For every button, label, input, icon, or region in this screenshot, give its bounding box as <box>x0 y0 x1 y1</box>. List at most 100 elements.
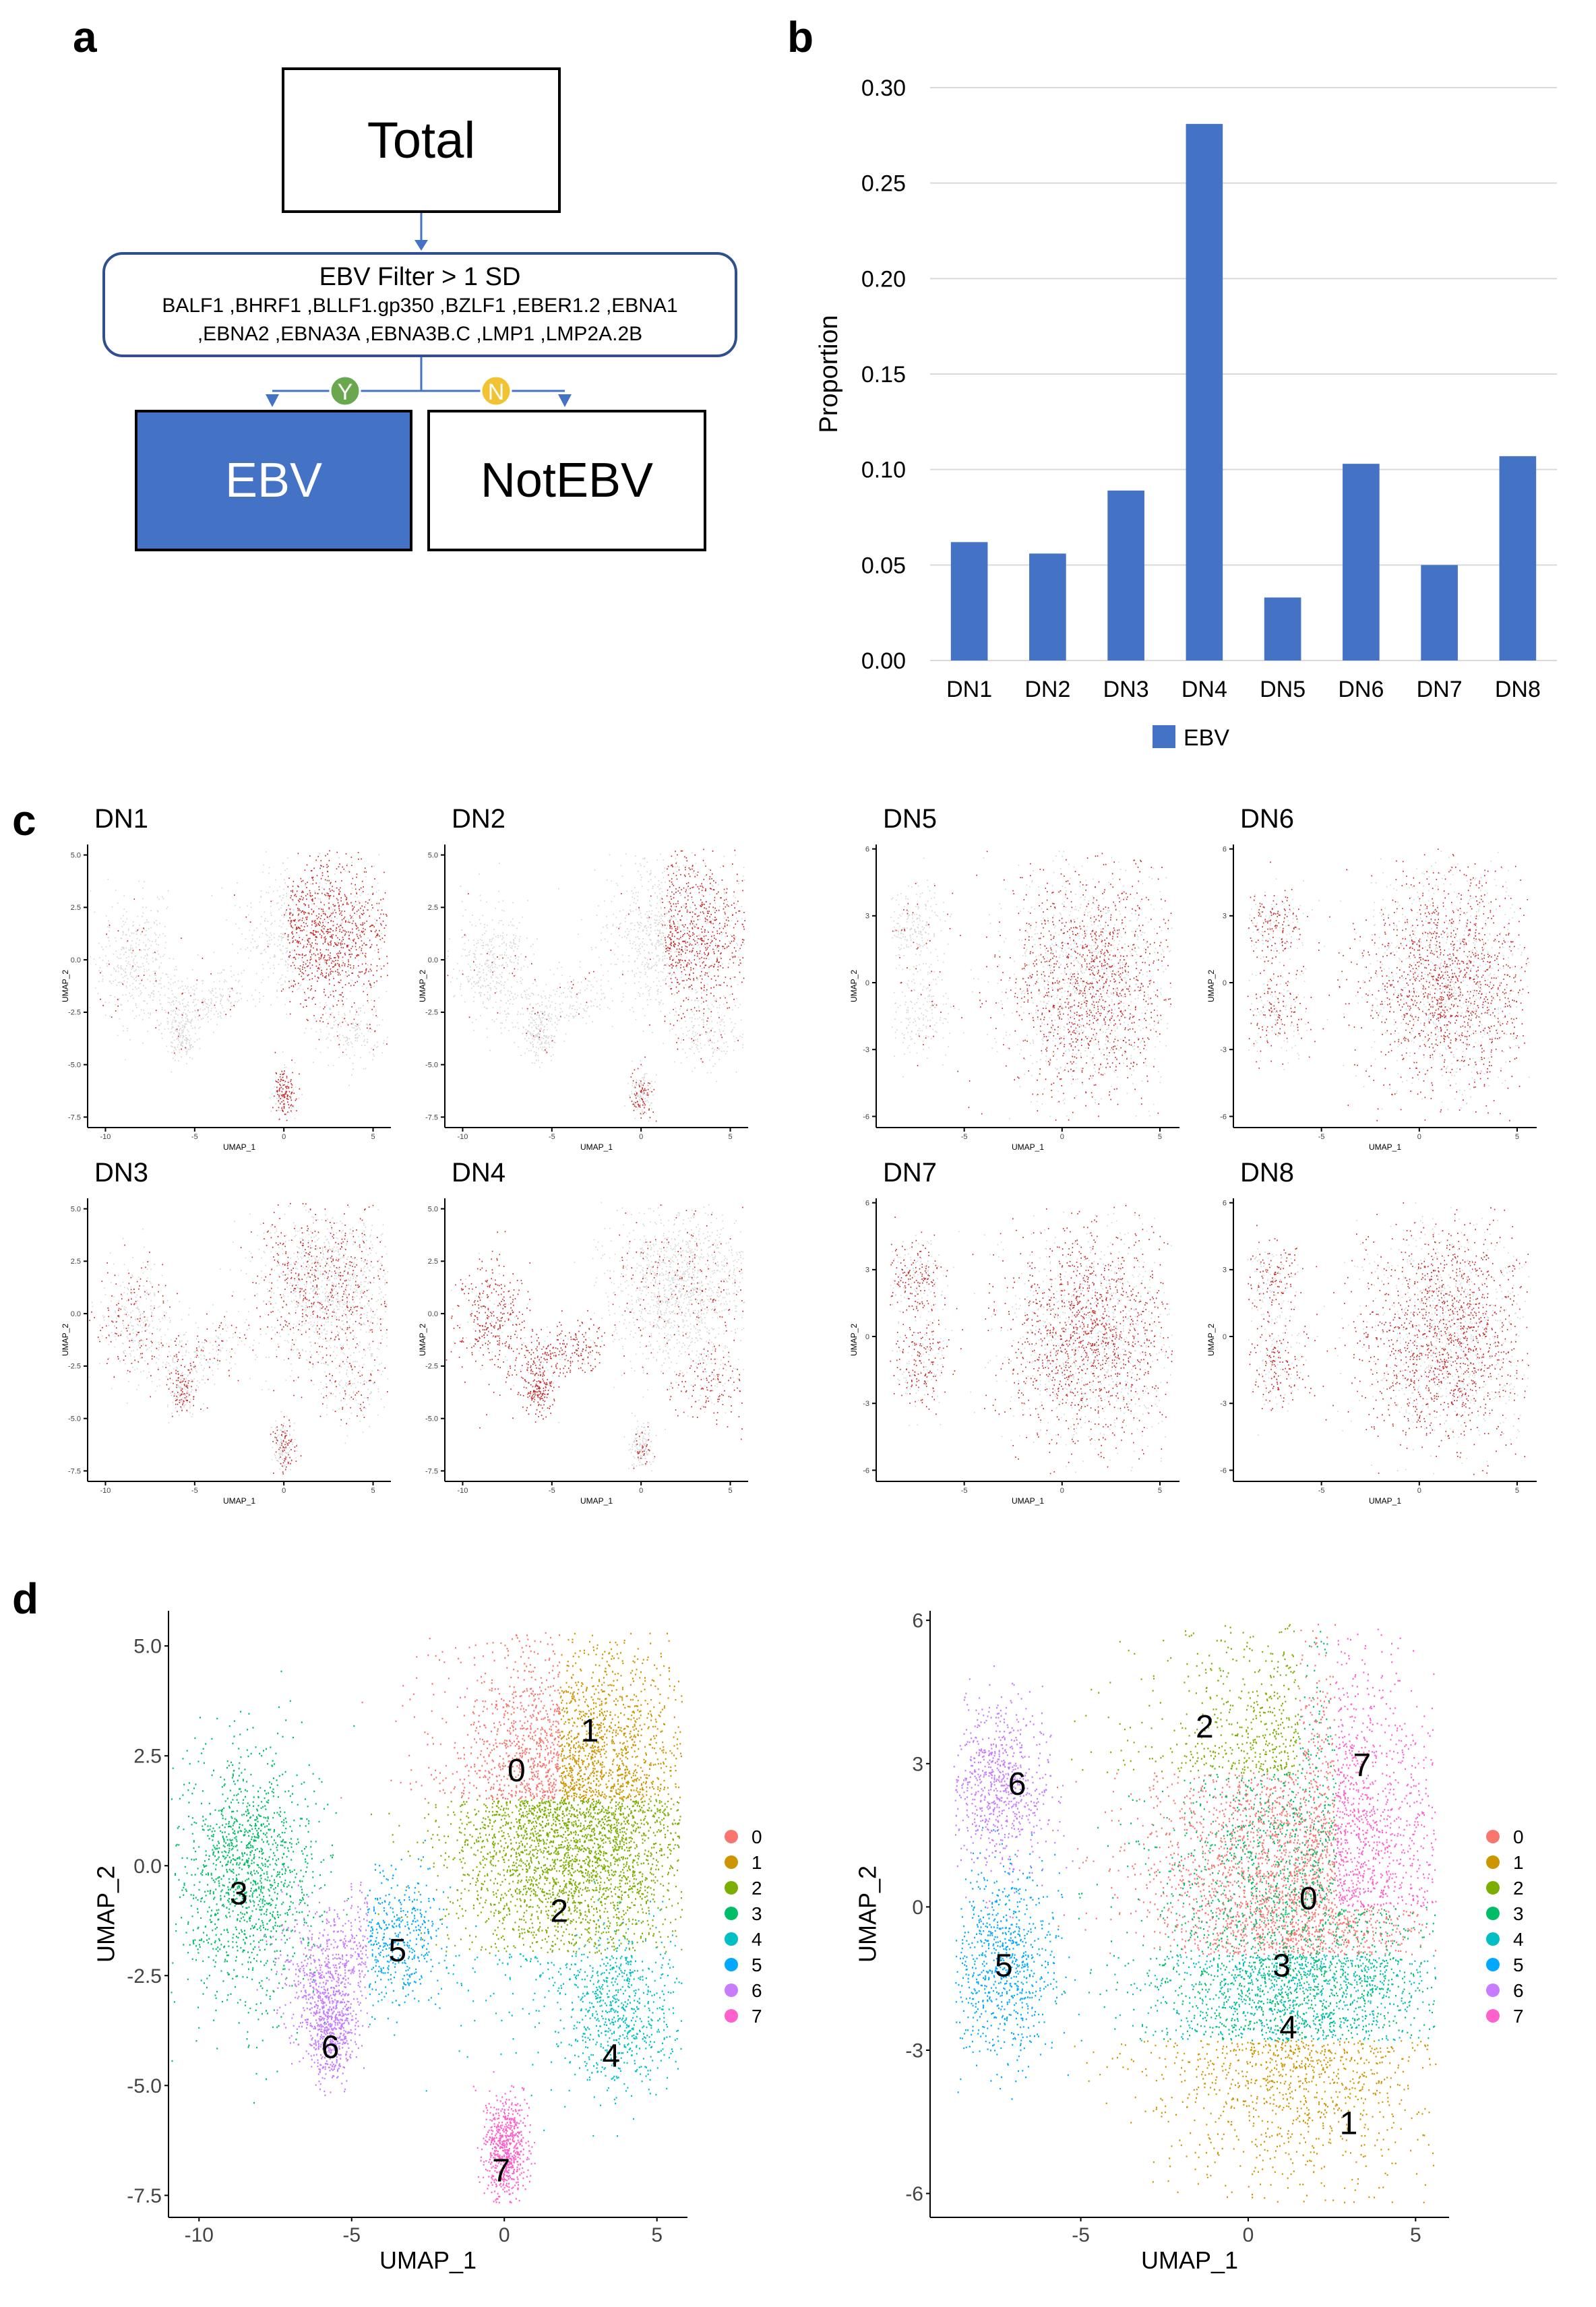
y-tick-label: 0 <box>1223 1333 1227 1341</box>
panel-label-d: d <box>12 1574 39 1623</box>
y-tick-label: 3 <box>912 1753 923 1775</box>
cluster-0-cells <box>340 1632 561 1801</box>
x-axis-label: UMAP_1 <box>1141 2246 1238 2274</box>
y-axis-label: UMAP_2 <box>1206 970 1216 1002</box>
y-tick-label: -7.5 <box>127 2185 162 2207</box>
legend-label-0: 0 <box>751 1826 762 1847</box>
expressing-cells <box>447 849 745 1122</box>
cluster-label-3: 3 <box>230 1876 248 1911</box>
y-tick-label: -3 <box>863 1400 869 1408</box>
cluster-1-cells <box>559 1632 683 1801</box>
legend-label-5: 5 <box>1513 1955 1524 1975</box>
arrow-head-notebv <box>558 394 572 407</box>
legend-dot-5 <box>1486 1958 1500 1971</box>
bar-dn8 <box>1499 456 1537 660</box>
y-tick-label: 2.5 <box>133 1746 162 1768</box>
legend-label-3: 3 <box>1513 1903 1524 1924</box>
proportion-bar-chart: 0.00 0.05 0.10 0.15 0.20 0.25 0.30 Proportion DN… <box>815 75 1557 751</box>
y-tick-label: 6 <box>912 1610 923 1632</box>
bar-dn6 <box>1343 464 1380 660</box>
expressing-cells <box>89 1202 388 1475</box>
x-tick-label: -5 <box>191 1133 198 1141</box>
x-tick-label: 5 <box>371 1133 375 1141</box>
cluster-label-0: 0 <box>508 1753 526 1789</box>
legend-label-ebv: EBV <box>1184 725 1229 751</box>
x-axis-label: UMAP_1 <box>223 1142 255 1152</box>
x-tick-label: 5 <box>1158 1487 1162 1495</box>
umap-title-dn8: DN8 <box>1240 1158 1295 1188</box>
cluster-label-7: 7 <box>492 2153 510 2188</box>
cluster-4-cells <box>1078 1954 1436 2041</box>
y-axis-label: UMAP_2 <box>92 1866 120 1963</box>
y-tick-label: 5.0 <box>71 851 81 859</box>
x-axis-label: UMAP_1 <box>1012 1496 1044 1506</box>
x-tick-label: 5 <box>728 1133 732 1141</box>
cluster-label-1: 1 <box>1340 2105 1358 2141</box>
expressing-cells <box>1247 849 1529 1121</box>
bar-dn7 <box>1421 565 1458 660</box>
umap-plot-dn4: -10 -5 0 5 5.0 2.5 0.0 -2.5 -5.0 -7.5 UMAP_1 UMAP_2 <box>418 1198 748 1506</box>
y-tick-label: 0 <box>1223 979 1227 987</box>
y-tick-label: 0.0 <box>71 956 81 964</box>
y-tick-label: -5.0 <box>425 1062 438 1070</box>
cluster-3-cells <box>171 1670 355 2104</box>
bar-dn1 <box>950 542 988 660</box>
y-tick-label: -6 <box>905 2183 923 2205</box>
x-tick-label: DN2 <box>1024 677 1070 702</box>
y-tick-label: -6 <box>1220 1467 1227 1475</box>
cluster-label-2: 2 <box>550 1893 568 1929</box>
x-tick-label: 0 <box>282 1133 286 1141</box>
expressing-cells <box>892 851 1172 1121</box>
x-tick-label: 0 <box>639 1133 643 1141</box>
background-cells <box>890 1203 1173 1473</box>
y-tick-label: -5.0 <box>68 1062 81 1070</box>
background-cells <box>89 851 388 1121</box>
cluster-7-cells <box>472 2071 536 2204</box>
x-tick-label: DN4 <box>1181 677 1227 702</box>
umap-title-dn7: DN7 <box>883 1158 938 1188</box>
y-tick-label: -7.5 <box>68 1113 81 1121</box>
umap-title-dn1: DN1 <box>94 804 149 834</box>
y-tick-label: 0.10 <box>861 458 906 483</box>
y-axis-label: UMAP_2 <box>418 1324 427 1356</box>
cluster-label-6: 6 <box>1008 1766 1026 1802</box>
y-tick-label: -3 <box>1220 1400 1227 1408</box>
umap-title-dn3: DN3 <box>94 1158 149 1188</box>
y-tick-label: -7.5 <box>425 1467 438 1475</box>
expressing-cells <box>100 850 388 1121</box>
yes-badge-icon <box>329 375 361 407</box>
umap-title-dn6: DN6 <box>1240 804 1295 834</box>
y-tick-label: 0 <box>865 1333 869 1341</box>
y-axis-label: UMAP_2 <box>61 970 70 1002</box>
background-cells <box>1247 1202 1530 1475</box>
total-box: Total <box>282 67 561 213</box>
cluster-label-6: 6 <box>321 2030 340 2066</box>
notebv-box: NotEBV <box>427 410 706 551</box>
cluster-7-cells <box>1335 1628 1437 1908</box>
x-tick-label: DN8 <box>1495 677 1541 702</box>
y-tick-label: 6 <box>1223 1199 1227 1207</box>
x-tick-label: 5 <box>1515 1487 1519 1495</box>
umap-plot-dn2: -10 -5 0 5 5.0 2.5 0.0 -2.5 -5.0 -7.5 UMAP_1 UMAP_2 <box>418 844 748 1152</box>
filter-genes-line2: ,EBNA2 ,EBNA3A ,EBNA3B.C ,LMP1 ,LMP2A.2B <box>197 323 643 345</box>
y-tick-label: 0.0 <box>133 1855 162 1878</box>
x-tick-label: 5 <box>651 2224 663 2246</box>
legend-label-4: 4 <box>1513 1929 1524 1950</box>
legend-dot-6 <box>725 1983 738 1997</box>
y-tick-label: -6 <box>1220 1113 1227 1121</box>
bar-dn5 <box>1264 597 1301 660</box>
cluster-label-2: 2 <box>1196 1709 1214 1745</box>
x-tick-label: 0 <box>1060 1133 1064 1141</box>
y-tick-label: -3 <box>905 2039 923 2062</box>
y-tick-label: 0.0 <box>428 956 438 964</box>
x-tick-label: 0 <box>1243 2224 1254 2246</box>
legend-dot-4 <box>725 1932 738 1946</box>
y-tick-label: 5.0 <box>428 1205 438 1213</box>
y-tick-label: 0.25 <box>861 171 906 197</box>
cluster-label-5: 5 <box>995 1948 1013 1983</box>
arrow-head-ebv <box>266 394 279 407</box>
y-tick-label: -6 <box>863 1113 869 1121</box>
y-tick-label: 3 <box>865 1266 869 1274</box>
cluster-5-cells <box>955 1826 1076 2100</box>
